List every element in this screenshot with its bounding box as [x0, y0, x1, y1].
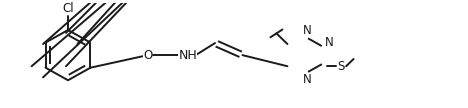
Text: Cl: Cl	[62, 2, 74, 15]
Text: NH: NH	[178, 49, 197, 62]
Text: N: N	[303, 24, 312, 37]
Text: N: N	[303, 73, 312, 86]
Text: S: S	[337, 60, 345, 73]
Text: O: O	[143, 49, 153, 62]
Text: N: N	[325, 36, 334, 49]
